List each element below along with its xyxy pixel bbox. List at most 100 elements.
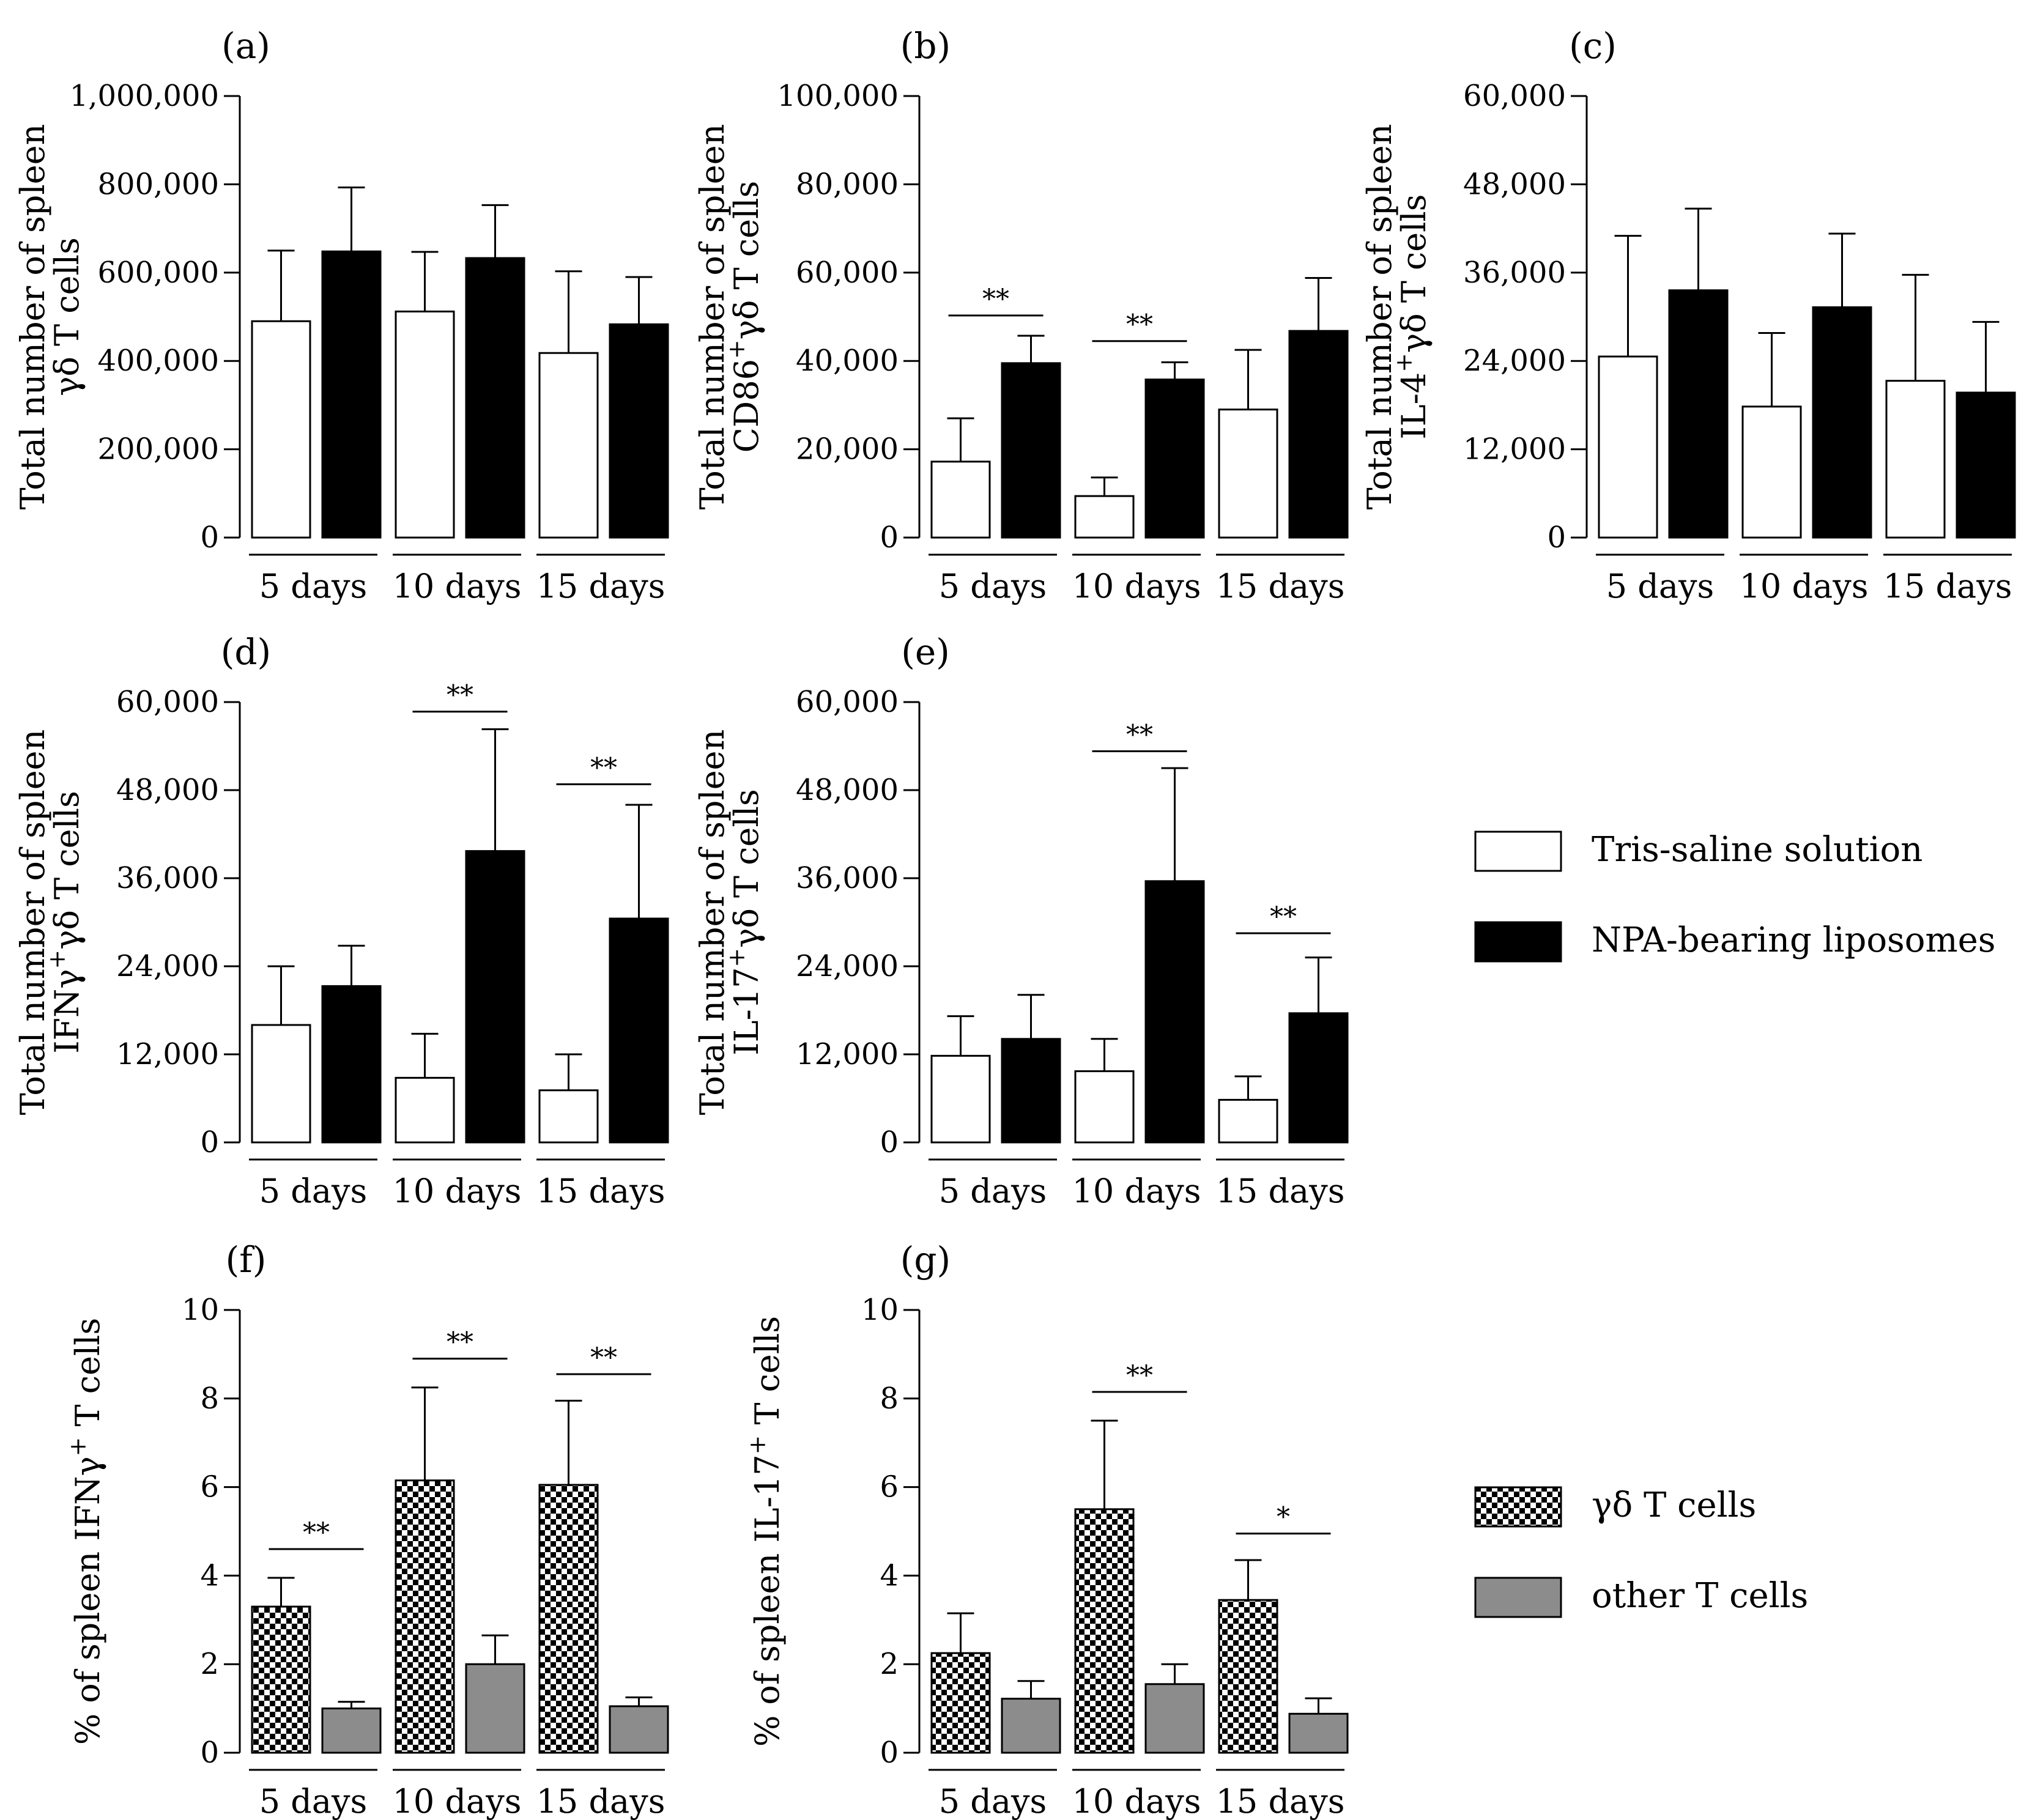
x-tick-label: 10 days bbox=[1072, 567, 1201, 605]
y-axis-label: Total number of spleen bbox=[13, 730, 52, 1115]
legend-swatch-gray bbox=[1474, 1577, 1562, 1618]
legend-swatch-black bbox=[1474, 921, 1562, 963]
y-axis-label: Total number of spleen bbox=[693, 730, 732, 1115]
superscript-plus: + bbox=[744, 1435, 771, 1455]
superscript-plus: + bbox=[43, 950, 70, 969]
y-tick-label: 8 bbox=[200, 1382, 219, 1416]
bar-black bbox=[1288, 1012, 1349, 1144]
y-tick-label: 60,000 bbox=[796, 685, 899, 719]
significance-label: ** bbox=[590, 752, 617, 783]
bar-white bbox=[251, 1024, 311, 1144]
y-tick-label: 100,000 bbox=[777, 79, 899, 113]
y-tick-label: 40,000 bbox=[796, 344, 899, 378]
legend-label: NPA-bearing liposomes bbox=[1592, 920, 1996, 960]
y-axis-label: % of spleen IFNγ+ T cells bbox=[64, 1318, 107, 1745]
bar-black bbox=[609, 917, 669, 1144]
y-axis-label: IFNγ+γδ T cells bbox=[43, 791, 86, 1054]
chart-panel-a: (a) 0 200,000 400,000 600,000 800,000 1,000,00… bbox=[13, 25, 669, 605]
y-tick-label: 8 bbox=[880, 1382, 899, 1416]
x-tick-label: 15 days bbox=[1216, 1172, 1345, 1210]
bar-gray bbox=[609, 1705, 669, 1754]
y-axis-label: Total number of spleen bbox=[1360, 124, 1399, 510]
legend-label: other T cells bbox=[1592, 1576, 1808, 1616]
x-tick-label: 15 days bbox=[1883, 567, 2012, 605]
superscript-plus: + bbox=[1390, 353, 1417, 372]
bar-black bbox=[1288, 330, 1349, 539]
bar-black bbox=[1668, 289, 1729, 539]
y-tick-label: 2 bbox=[200, 1647, 219, 1681]
y-tick-label: 60,000 bbox=[116, 685, 219, 719]
y-tick-label: 800,000 bbox=[98, 167, 220, 201]
chart-panel-f: (f) 0 2 4 6 8 10 % of spleen IFNγ+ T cells 5 day… bbox=[64, 1239, 669, 1820]
bar-gray bbox=[321, 1707, 382, 1754]
x-tick-label: 15 days bbox=[536, 567, 666, 605]
bar-white bbox=[1074, 1070, 1135, 1144]
bar-black bbox=[1144, 880, 1205, 1144]
y-tick-label: 0 bbox=[200, 1736, 219, 1770]
chart-panel-d: (d) 0 12,000 24,000 36,000 48,000 60,000 Total … bbox=[13, 631, 669, 1210]
x-tick-label: 10 days bbox=[393, 567, 522, 605]
panel-label: (g) bbox=[900, 1239, 951, 1281]
bar-gray bbox=[1001, 1698, 1061, 1754]
y-tick-label: 48,000 bbox=[796, 773, 899, 807]
x-tick-label: 5 days bbox=[259, 567, 368, 605]
significance-label: ** bbox=[447, 1327, 473, 1358]
y-tick-label: 80,000 bbox=[796, 167, 899, 201]
bar-white bbox=[395, 1076, 455, 1144]
x-tick-label: 10 days bbox=[1740, 567, 1869, 605]
bar-checker bbox=[395, 1479, 455, 1754]
significance-label: ** bbox=[447, 680, 473, 711]
bar-checker bbox=[930, 1652, 991, 1754]
y-tick-label: 6 bbox=[880, 1470, 899, 1504]
bar-checker bbox=[1074, 1508, 1135, 1754]
bar-black bbox=[1144, 379, 1205, 539]
y-axis-label: Total number of spleen bbox=[693, 124, 732, 510]
legend-label: γδ T cells bbox=[1592, 1485, 1756, 1525]
bar-white bbox=[1218, 409, 1278, 539]
bar-black bbox=[1001, 1038, 1061, 1144]
bar-black bbox=[465, 257, 525, 539]
bar-white bbox=[1218, 1098, 1278, 1144]
y-axis-label: CD86+γδ T cells bbox=[723, 181, 766, 453]
significance-label: ** bbox=[303, 1517, 330, 1548]
y-tick-label: 0 bbox=[880, 1736, 899, 1770]
y-axis-label: Total number of spleen bbox=[13, 124, 52, 510]
bar-black bbox=[1956, 391, 2016, 539]
bar-white bbox=[251, 320, 311, 539]
bar-white bbox=[1598, 355, 1658, 539]
x-tick-label: 5 days bbox=[939, 1782, 1047, 1820]
bar-white bbox=[1074, 495, 1135, 539]
y-tick-label: 1,000,000 bbox=[70, 79, 219, 113]
bar-black bbox=[1001, 362, 1061, 539]
legend-swatch-checker bbox=[1474, 1486, 1562, 1528]
y-tick-label: 6 bbox=[200, 1470, 219, 1504]
bar-gray bbox=[1144, 1683, 1205, 1754]
bar-black bbox=[1812, 306, 1872, 539]
y-axis-label: IL-17+γδ T cells bbox=[723, 789, 766, 1055]
x-tick-label: 5 days bbox=[939, 567, 1047, 605]
bar-white bbox=[930, 1054, 991, 1144]
y-tick-label: 2 bbox=[880, 1647, 899, 1681]
significance-label: ** bbox=[1126, 1360, 1153, 1391]
y-tick-label: 48,000 bbox=[116, 773, 219, 807]
panel-label: (d) bbox=[221, 631, 271, 673]
significance-label: ** bbox=[1126, 719, 1153, 750]
bar-black bbox=[609, 323, 669, 539]
x-tick-label: 10 days bbox=[393, 1172, 522, 1210]
bar-checker bbox=[251, 1605, 311, 1754]
x-tick-label: 10 days bbox=[1072, 1172, 1201, 1210]
y-tick-label: 48,000 bbox=[1463, 167, 1566, 201]
y-tick-label: 4 bbox=[880, 1558, 899, 1592]
legend-treatment: Tris-saline solution NPA-bearing liposome… bbox=[1474, 830, 1996, 963]
chart-panel-b: (b) 0 20,000 40,000 60,000 80,000 100,000 Total… bbox=[693, 25, 1349, 605]
bar-checker bbox=[1218, 1599, 1278, 1754]
superscript-plus: + bbox=[64, 1437, 91, 1457]
bar-white bbox=[538, 352, 599, 539]
bar-white bbox=[1885, 380, 1946, 539]
y-tick-label: 4 bbox=[200, 1558, 219, 1592]
y-tick-label: 0 bbox=[880, 520, 899, 555]
chart-panel-g: (g) 0 2 4 6 8 10 % of spleen IL-17+ T cells 5 da… bbox=[744, 1239, 1349, 1820]
y-tick-label: 12,000 bbox=[116, 1037, 219, 1071]
x-tick-label: 5 days bbox=[259, 1172, 368, 1210]
